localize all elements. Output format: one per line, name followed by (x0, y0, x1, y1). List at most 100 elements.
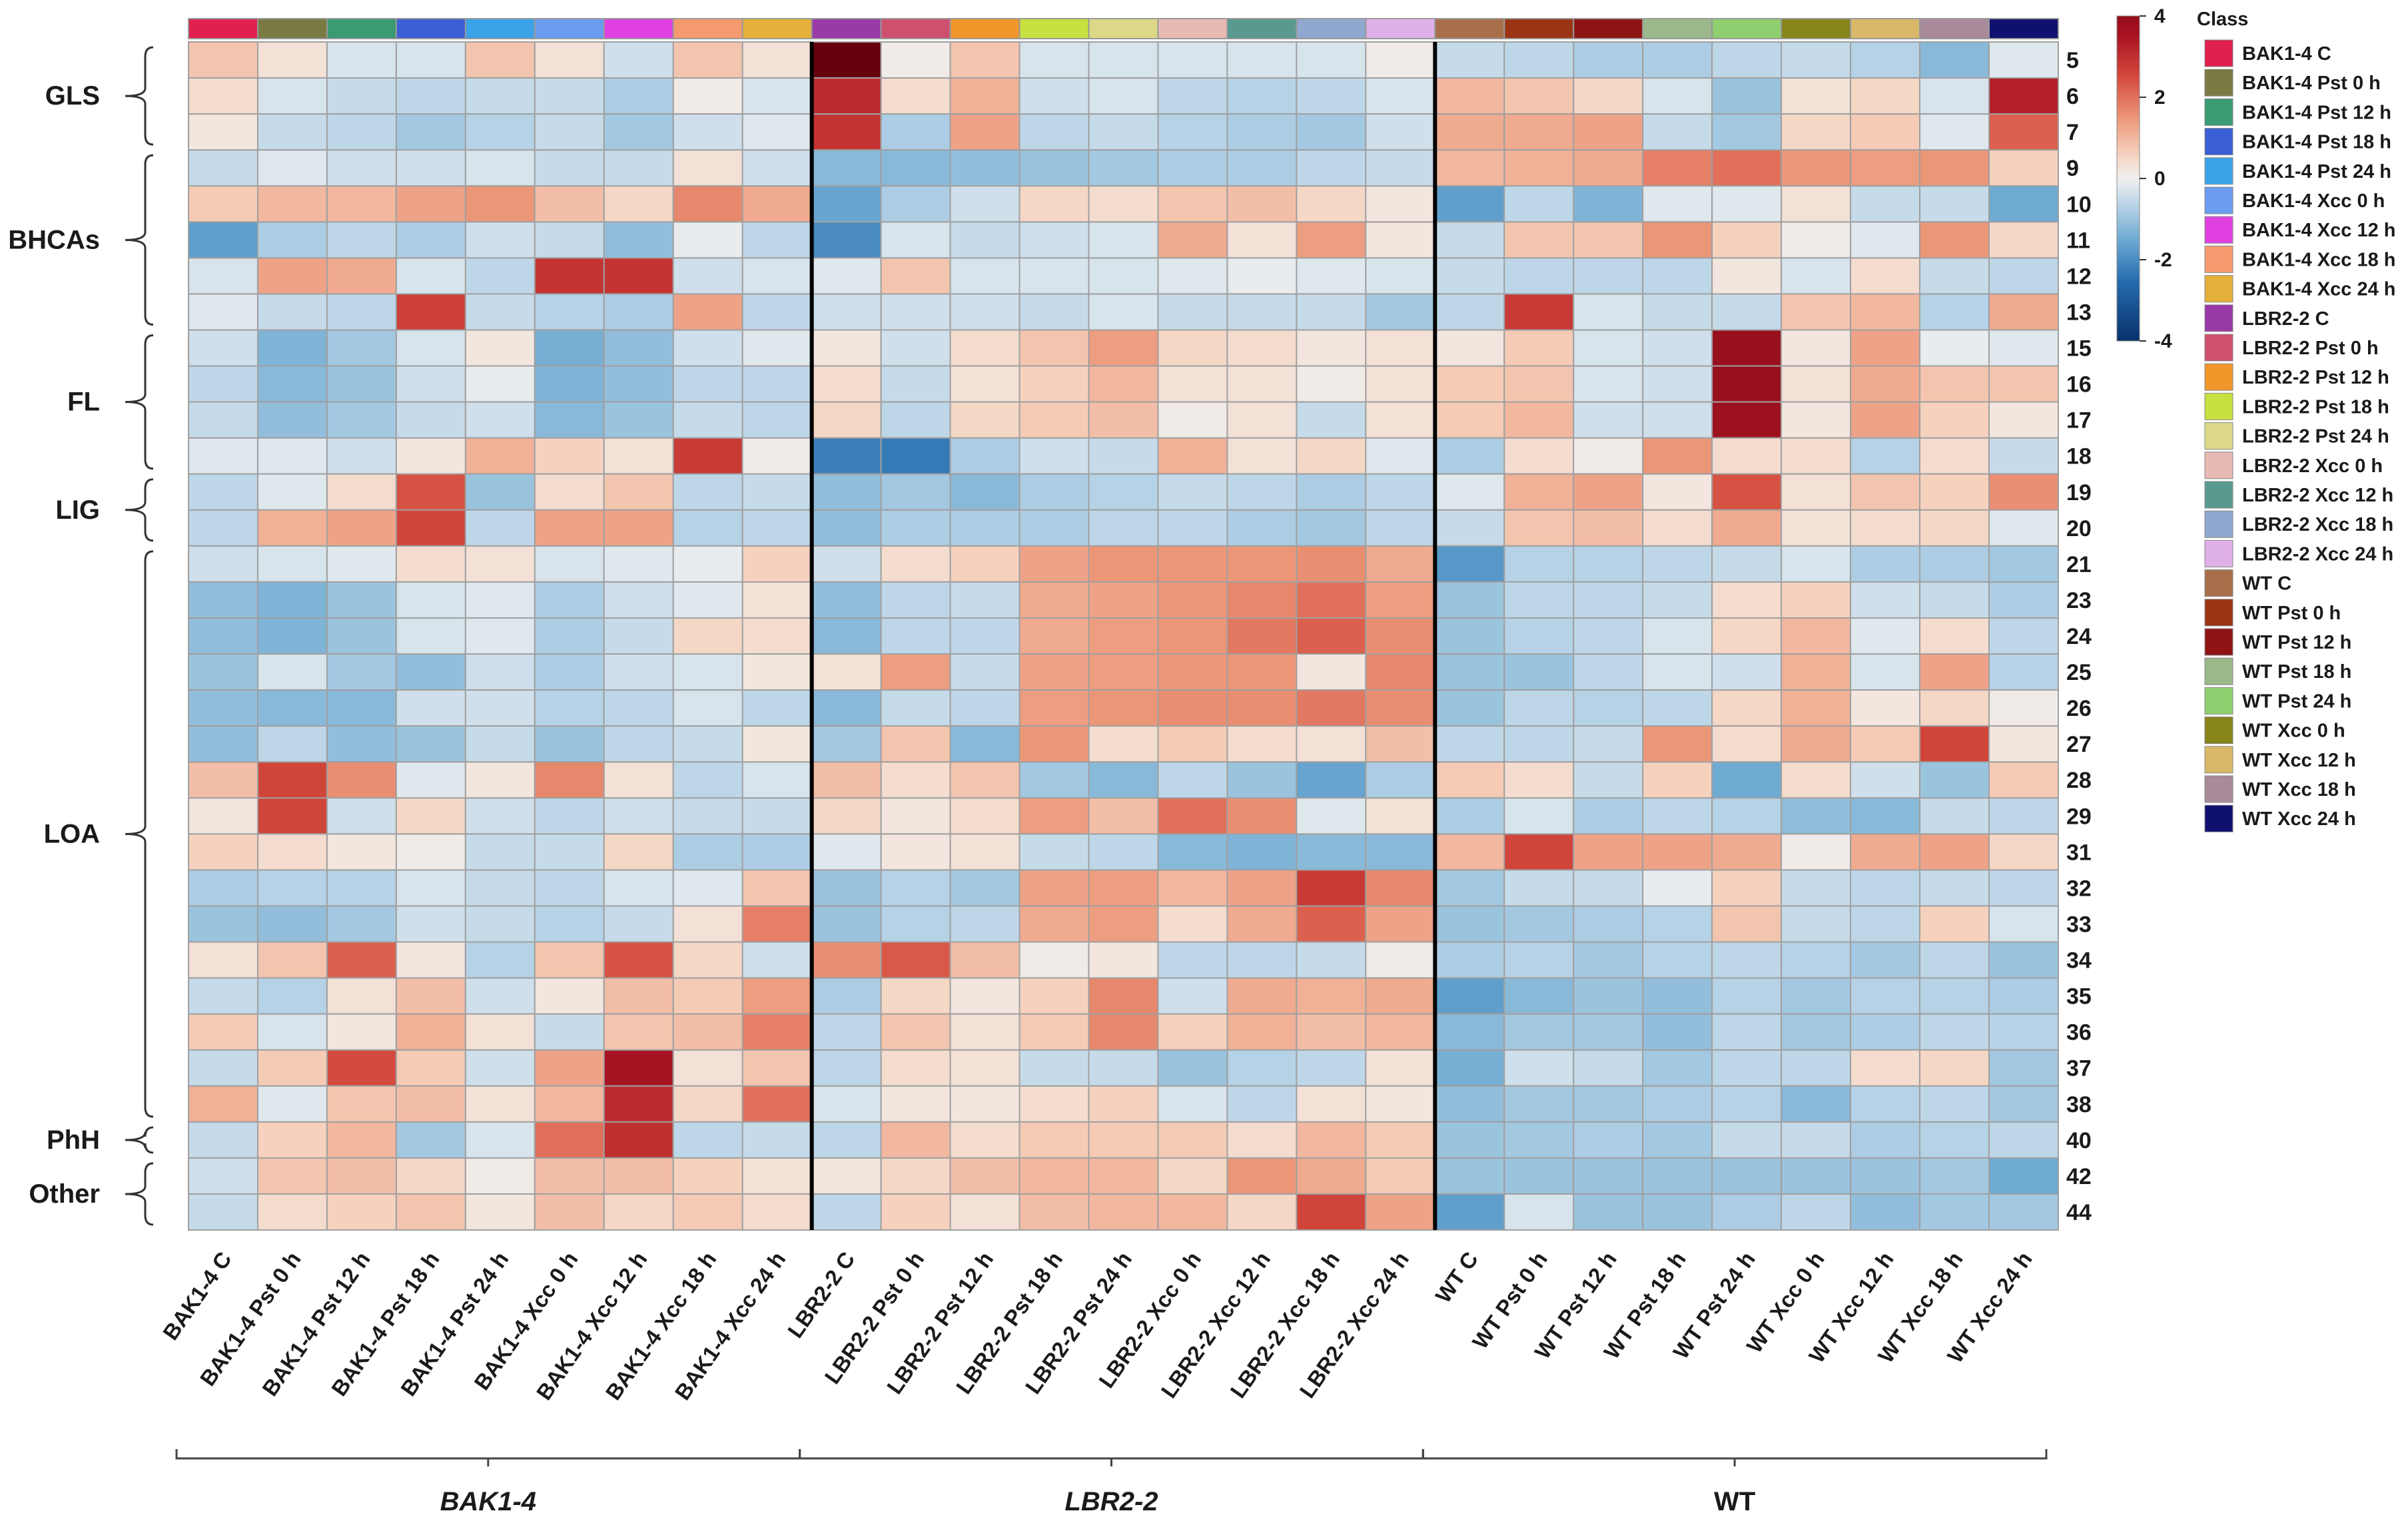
heatmap-cell (1296, 1013, 1367, 1051)
heatmap-cell (1088, 941, 1159, 979)
row-label: 33 (2066, 912, 2092, 937)
heatmap-cell (188, 329, 258, 367)
heatmap-cell (1503, 581, 1575, 619)
heatmap-cell (1781, 185, 1852, 223)
heatmap-cell (811, 329, 882, 367)
heatmap-cell (188, 545, 258, 583)
heatmap-cell (1296, 41, 1367, 79)
heatmap-cell (603, 257, 674, 295)
heatmap-cell (811, 941, 882, 979)
heatmap-cell (1919, 401, 1990, 439)
heatmap-cell (603, 833, 674, 871)
heatmap-cell (672, 545, 743, 583)
heatmap-cell (1781, 1085, 1852, 1123)
heatmap-cell (256, 617, 328, 655)
column-group-bracket (175, 1449, 801, 1466)
heatmap-cell (1157, 761, 1228, 799)
heatmap-cell (603, 941, 674, 979)
heatmap-cell (1919, 1085, 1990, 1123)
heatmap-cell (741, 689, 813, 727)
heatmap-cell (1018, 653, 1090, 691)
heatmap-cell (326, 797, 397, 835)
heatmap-cell (811, 185, 882, 223)
heatmap-cell (1988, 905, 2060, 943)
row-group-label: LOA (44, 819, 100, 848)
heatmap-cell (1711, 401, 1783, 439)
heatmap-cell (603, 41, 674, 79)
heatmap-cell (811, 545, 882, 583)
row-label: 29 (2066, 804, 2092, 829)
heatmap-cell (256, 41, 328, 79)
heatmap-cell (1088, 797, 1159, 835)
heatmap-cell (741, 437, 813, 475)
heatmap-cell (1988, 725, 2060, 763)
heatmap-cell (188, 689, 258, 727)
heatmap-cell (395, 401, 466, 439)
heatmap-cell (1296, 185, 1367, 223)
heatmap-cell (534, 761, 605, 799)
heatmap-cell (1434, 905, 1505, 943)
row-group-brace (125, 550, 154, 1118)
heatmap-cell (1642, 905, 1713, 943)
row-group-brace (125, 1126, 154, 1154)
heatmap-cell (1988, 509, 2060, 547)
heatmap-cell (256, 1157, 328, 1195)
heatmap-cell (811, 41, 882, 79)
heatmap-cell (741, 941, 813, 979)
heatmap-cell (326, 761, 397, 799)
heatmap-cell (188, 401, 258, 439)
heatmap-cell (1988, 581, 2060, 619)
heatmap-cell (603, 221, 674, 259)
heatmap-cell (880, 617, 951, 655)
heatmap-cell (811, 869, 882, 907)
heatmap-cell (1573, 329, 1644, 367)
heatmap-cell (1919, 941, 1990, 979)
heatmap-cell (1226, 473, 1298, 511)
heatmap-cell (1226, 365, 1298, 403)
heatmap-cell (1157, 293, 1228, 331)
heatmap-cell (1573, 401, 1644, 439)
heatmap-cell (1157, 1121, 1228, 1159)
legend-label: WT Pst 12 h (2242, 632, 2351, 653)
heatmap-cell (1573, 545, 1644, 583)
heatmap-cell (1226, 221, 1298, 259)
heatmap-cell (811, 77, 882, 115)
heatmap-cell (1781, 113, 1852, 151)
heatmap-cell (949, 221, 1020, 259)
heatmap-cell (1296, 905, 1367, 943)
heatmap-cell (1226, 797, 1298, 835)
heatmap-cell (1850, 113, 1921, 151)
heatmap-cell (880, 473, 951, 511)
heatmap-cell (949, 1121, 1020, 1159)
heatmap-cell (880, 689, 951, 727)
heatmap-cell (1157, 617, 1228, 655)
legend-swatch (2204, 157, 2233, 185)
heatmap-cell (1573, 653, 1644, 691)
heatmap-cell (1434, 1013, 1505, 1051)
row-label: 27 (2066, 732, 2092, 757)
heatmap-cell (1573, 1013, 1644, 1051)
heatmap-cell (1088, 221, 1159, 259)
heatmap-cell (741, 1193, 813, 1231)
heatmap-cell (603, 797, 674, 835)
heatmap-cell (1503, 185, 1575, 223)
heatmap-cell (1711, 977, 1783, 1015)
heatmap-cell (949, 1085, 1020, 1123)
heatmap-cell (1434, 1121, 1505, 1159)
heatmap-cell (1850, 617, 1921, 655)
heatmap-cell (1226, 545, 1298, 583)
heatmap-cell (603, 1157, 674, 1195)
heatmap-cell (1365, 401, 1436, 439)
heatmap-cell (1781, 797, 1852, 835)
heatmap-cell (256, 221, 328, 259)
heatmap-cell (1018, 437, 1090, 475)
heatmap-cell (1573, 437, 1644, 475)
legend-swatch (2204, 69, 2233, 97)
heatmap-cell (1850, 941, 1921, 979)
legend-swatch (2204, 804, 2233, 832)
heatmap-cell (1919, 113, 1990, 151)
heatmap-cell (1434, 545, 1505, 583)
heatmap-cell (464, 725, 536, 763)
heatmap-cell (811, 221, 882, 259)
heatmap-cell (949, 113, 1020, 151)
